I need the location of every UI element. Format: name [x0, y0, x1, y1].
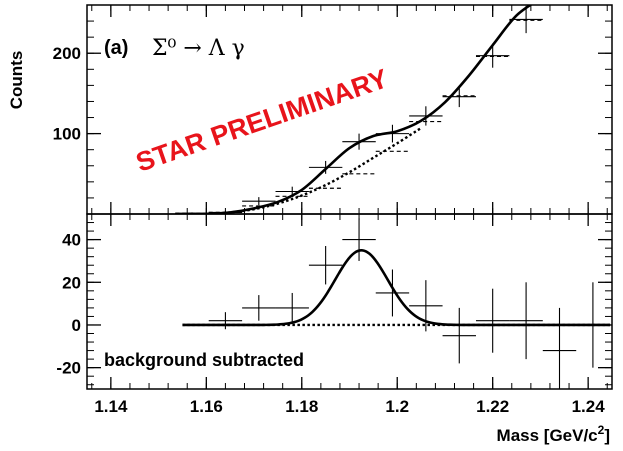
y-tick-label: 200	[53, 44, 81, 63]
data-point	[242, 197, 276, 206]
x-axis-title-main: Mass [GeV/c	[497, 426, 598, 445]
y-tick-label: 40	[62, 231, 81, 250]
x-tick-label: 1.22	[476, 397, 509, 416]
data-point	[342, 218, 376, 261]
data-point	[308, 246, 343, 285]
top-data-marks	[175, 5, 543, 214]
data-point	[242, 295, 276, 321]
fit-curve	[182, 248, 611, 327]
panel-label: (a)	[104, 37, 128, 59]
star-preliminary-watermark: STAR PRELIMINARY	[132, 63, 391, 177]
x-tick-label: 1.16	[190, 397, 223, 416]
x-tick-label: 1.18	[285, 397, 318, 416]
bottom-data-marks	[182, 218, 612, 389]
data-point	[409, 280, 443, 332]
y-tick-label: 20	[62, 273, 81, 292]
data-point	[442, 307, 476, 364]
bottom-panel-frame	[86, 213, 613, 390]
data-point	[475, 288, 510, 353]
x-axis-title-close: ]	[604, 426, 610, 445]
data-point	[475, 43, 510, 68]
x-axis-title-sup: 2	[598, 423, 605, 437]
y-tick-label: -20	[56, 359, 81, 378]
x-tick-label: 1.24	[572, 397, 606, 416]
y-tick-label: 0	[72, 316, 81, 335]
fit-curve	[182, 5, 533, 214]
data-point	[442, 86, 476, 108]
x-axis-title: Mass [GeV/c2]	[497, 423, 610, 445]
data-point	[275, 292, 309, 323]
y-tick-label: 100	[53, 125, 81, 144]
data-point	[509, 5, 543, 34]
x-tick-label: 1.14	[94, 397, 128, 416]
background-subtracted-label: background subtracted	[104, 350, 304, 370]
data-point	[542, 307, 577, 389]
data-point	[509, 282, 543, 360]
background-fit-curve	[182, 126, 422, 214]
bottom-axis-ticks: -20 0 20 40 1.14 1.16 1.18 1.2 1.22 1.24	[56, 213, 612, 416]
data-point	[375, 269, 410, 317]
x-tick-label: 1.2	[385, 397, 409, 416]
reaction-label: Σ⁰ → Λ γ	[152, 36, 245, 61]
data-point	[409, 106, 443, 126]
data-point	[208, 312, 243, 330]
top-axis-ticks: 100 200	[53, 4, 612, 215]
y-axis-title: Counts	[7, 51, 26, 110]
